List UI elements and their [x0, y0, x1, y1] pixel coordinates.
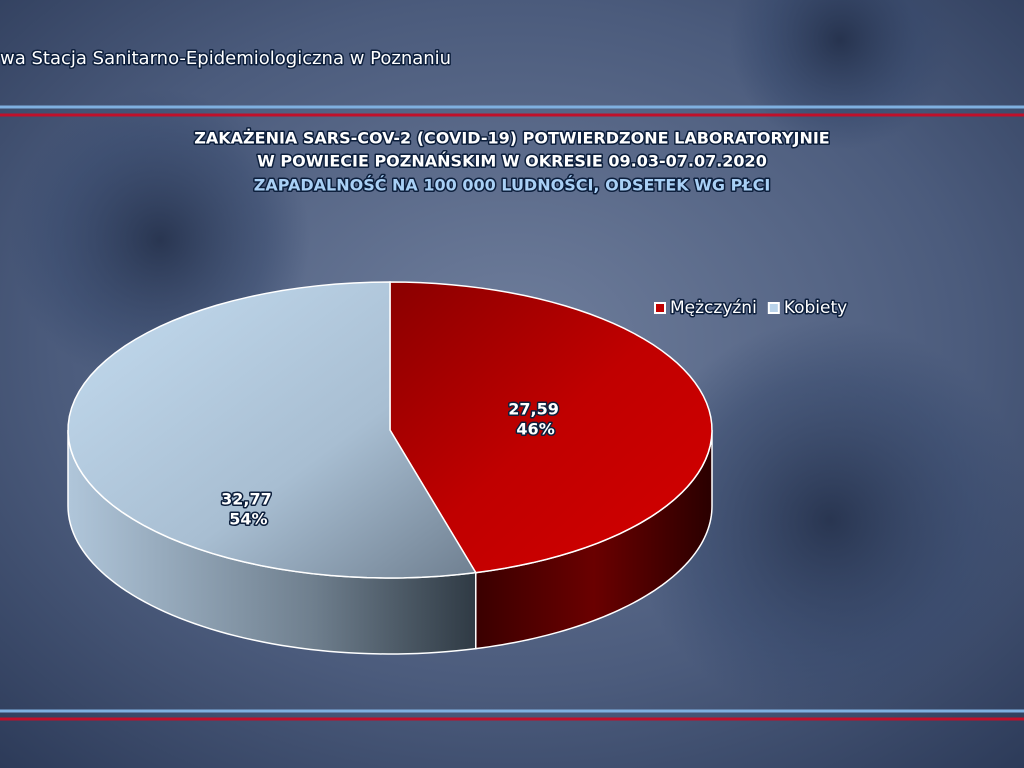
legend-label: Mężczyźni [670, 298, 757, 318]
virus-image [730, 0, 950, 150]
header-text: wa Stacja Sanitarno-Epidemiologiczna w P… [0, 48, 451, 69]
chart-subtitle: ZAPADALNOŚĆ NA 100 000 LUDNOŚCI, ODSETEK… [254, 176, 771, 195]
slice [67, 281, 478, 579]
legend-label: Kobiety [784, 298, 847, 318]
chart-title: W POWIECIE POZNAŃSKIM W OKRESIE 09.03-07… [257, 152, 767, 171]
virus-image [630, 320, 1024, 720]
chart-title: ZAKAŻENIA SARS-COV-2 (COVID-19) POTWIERD… [194, 129, 829, 148]
legend-swatch [654, 302, 666, 314]
legend-swatch [767, 302, 780, 314]
percent-label: 46% [516, 420, 554, 439]
data-label: 32,77 [221, 489, 272, 508]
percent-label: 54% [229, 509, 267, 528]
slice [389, 281, 713, 574]
data-label: 27,59 [508, 400, 559, 419]
